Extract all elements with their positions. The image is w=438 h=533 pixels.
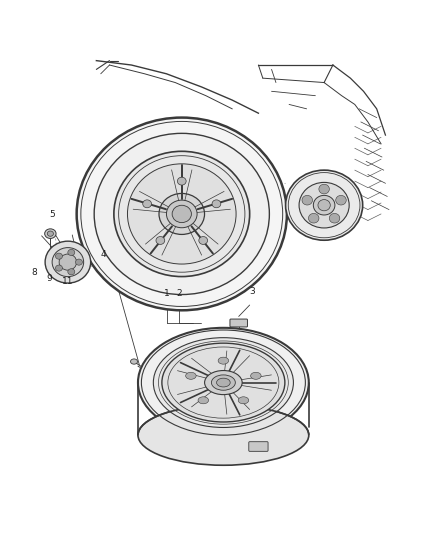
Ellipse shape	[138, 328, 309, 437]
Ellipse shape	[218, 357, 229, 364]
Ellipse shape	[52, 248, 84, 277]
Ellipse shape	[68, 249, 75, 255]
Ellipse shape	[159, 193, 205, 235]
Text: 9: 9	[46, 274, 52, 283]
Ellipse shape	[47, 231, 53, 236]
Ellipse shape	[45, 229, 56, 238]
Ellipse shape	[56, 253, 63, 259]
Ellipse shape	[199, 237, 208, 245]
Ellipse shape	[318, 199, 330, 211]
Ellipse shape	[45, 241, 91, 283]
Text: 2: 2	[176, 289, 181, 298]
Ellipse shape	[329, 213, 340, 223]
Ellipse shape	[156, 237, 165, 245]
Ellipse shape	[68, 269, 75, 275]
Ellipse shape	[94, 133, 269, 295]
Text: 11: 11	[62, 277, 74, 286]
Ellipse shape	[162, 343, 285, 422]
Ellipse shape	[114, 151, 250, 277]
Ellipse shape	[131, 359, 138, 364]
Ellipse shape	[198, 397, 208, 404]
Ellipse shape	[59, 254, 77, 270]
Ellipse shape	[153, 338, 293, 427]
Ellipse shape	[172, 205, 191, 223]
Ellipse shape	[336, 196, 346, 205]
Text: 5: 5	[49, 211, 55, 219]
Ellipse shape	[286, 170, 363, 240]
Ellipse shape	[138, 405, 309, 465]
FancyBboxPatch shape	[249, 442, 268, 451]
Ellipse shape	[302, 196, 313, 205]
Ellipse shape	[238, 397, 249, 404]
Ellipse shape	[212, 200, 221, 208]
Ellipse shape	[216, 378, 230, 387]
Ellipse shape	[186, 372, 196, 379]
Ellipse shape	[251, 372, 261, 379]
Text: 8: 8	[31, 268, 37, 277]
Text: 4: 4	[100, 250, 106, 259]
Ellipse shape	[143, 200, 152, 208]
Text: 3: 3	[249, 287, 255, 296]
Ellipse shape	[177, 177, 186, 185]
FancyBboxPatch shape	[230, 319, 247, 327]
Ellipse shape	[166, 200, 197, 228]
Ellipse shape	[127, 164, 236, 264]
Ellipse shape	[319, 184, 329, 194]
Ellipse shape	[75, 259, 82, 265]
Ellipse shape	[77, 118, 287, 310]
Ellipse shape	[313, 196, 335, 215]
Ellipse shape	[205, 370, 242, 394]
Ellipse shape	[212, 375, 235, 390]
Ellipse shape	[299, 182, 349, 228]
Ellipse shape	[308, 213, 319, 223]
Text: 1: 1	[164, 289, 170, 298]
Ellipse shape	[56, 265, 63, 271]
